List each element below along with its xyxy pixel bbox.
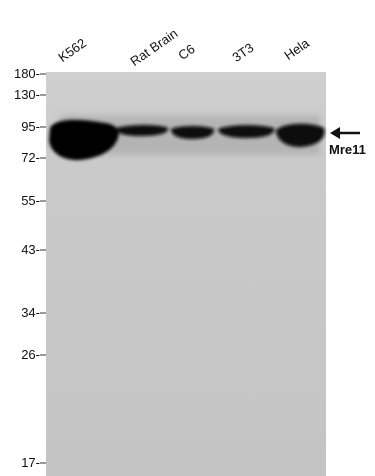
mw-ticks (40, 73, 46, 464)
mw-marker-34: 34- (21, 305, 40, 320)
target-protein-label: Mre11 (329, 142, 366, 157)
mw-marker-95: 95- (21, 119, 40, 134)
mw-marker-55: 55- (21, 193, 40, 208)
mw-marker-26: 26- (21, 347, 40, 362)
mw-marker-72: 72- (21, 150, 40, 165)
left-arrow-icon (330, 127, 360, 139)
band-k562 (49, 119, 119, 161)
band-hela (276, 123, 325, 147)
band-c6 (171, 126, 215, 139)
band-rat-brain (116, 125, 169, 136)
mw-marker-43: 43- (21, 242, 40, 257)
mw-marker-180: 180- (13, 66, 40, 81)
band-3t3 (218, 125, 275, 138)
mw-marker-130: 130- (13, 87, 40, 102)
mw-marker-17: 17- (21, 455, 40, 470)
